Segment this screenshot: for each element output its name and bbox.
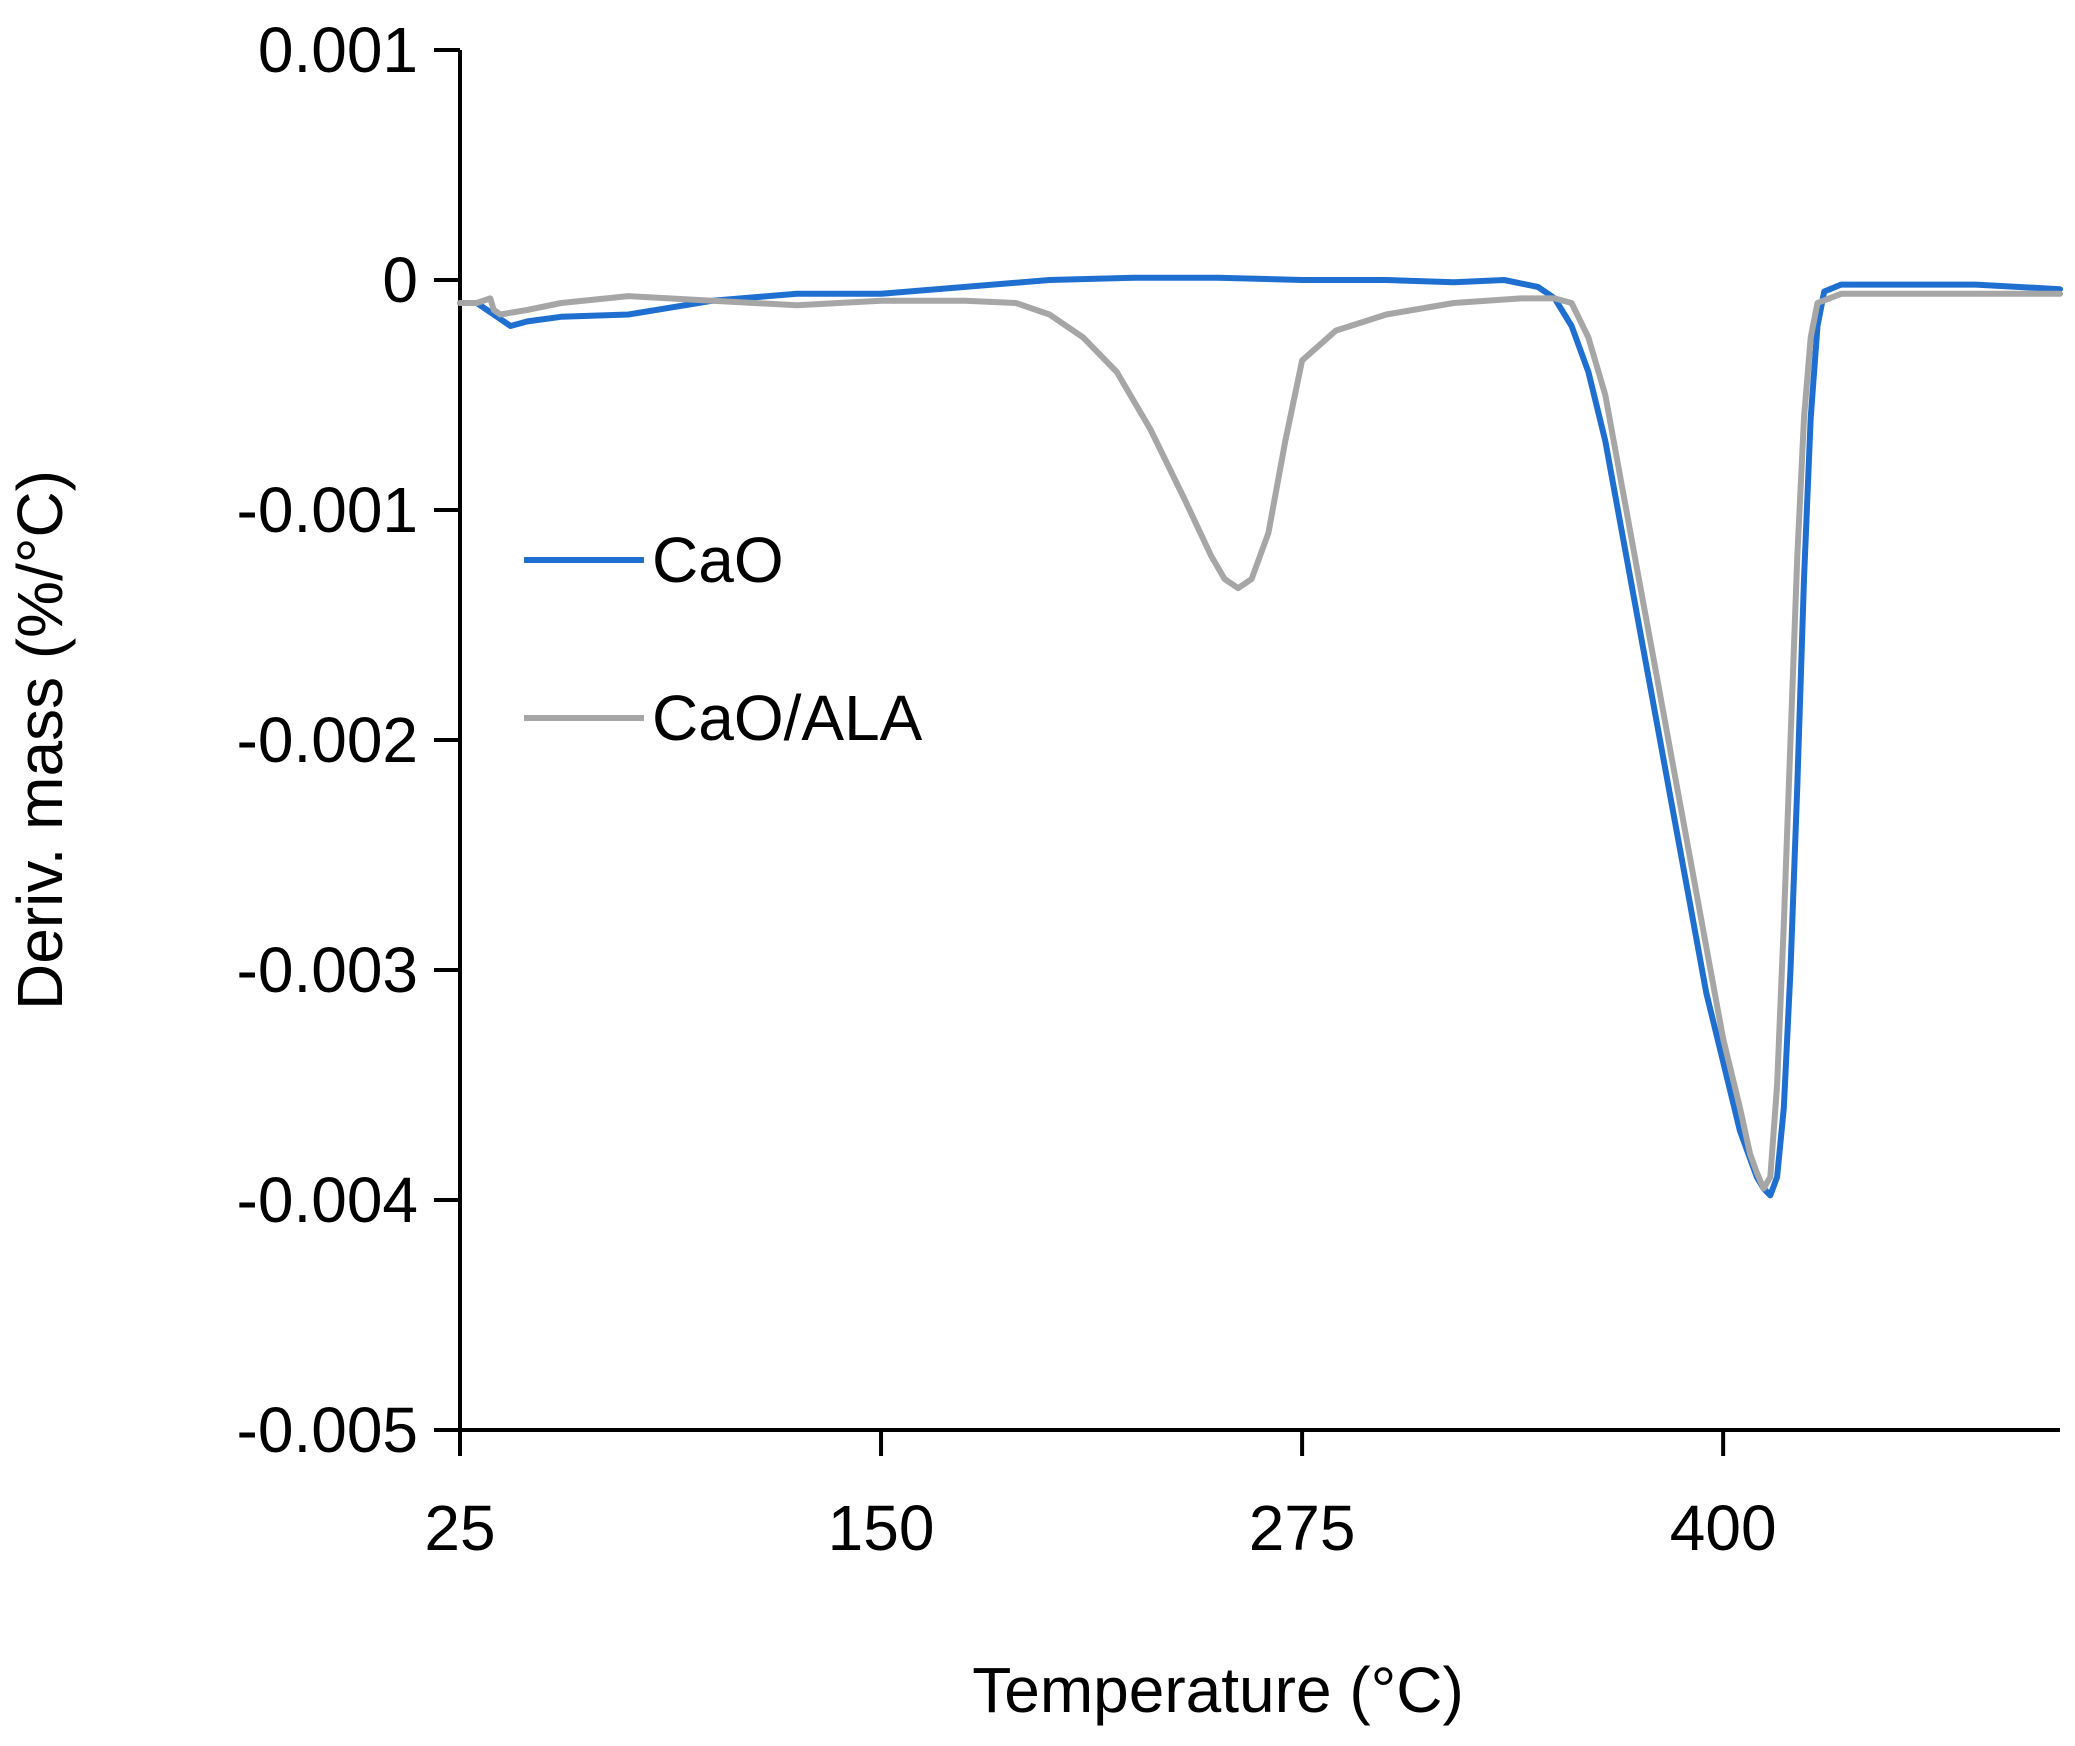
y-tick-label: -0.001 [237, 474, 418, 546]
series-line-cao-ala [457, 290, 2063, 1192]
y-tick-label: -0.004 [237, 1164, 418, 1236]
series-lines [457, 274, 2063, 1199]
legend: CaO CaO/ALA [524, 524, 923, 754]
x-tick-label: 400 [1670, 1492, 1777, 1564]
legend-label: CaO [652, 524, 784, 596]
x-tick-label: 150 [828, 1492, 935, 1564]
x-axis-title: Temperature (°C) [972, 1654, 1464, 1726]
y-axis-title: Deriv. mass (%/°C) [4, 470, 76, 1010]
series-line-cao [457, 274, 2063, 1199]
y-tick-label: 0.001 [258, 14, 418, 86]
y-tick-label: -0.002 [237, 704, 418, 776]
y-tick-label: 0 [382, 244, 418, 316]
legend-label: CaO/ALA [652, 682, 923, 754]
y-tick-label: -0.005 [237, 1394, 418, 1466]
x-tick-label: 275 [1249, 1492, 1356, 1564]
x-tick-label: 25 [424, 1492, 495, 1564]
y-tick-label: -0.003 [237, 934, 418, 1006]
